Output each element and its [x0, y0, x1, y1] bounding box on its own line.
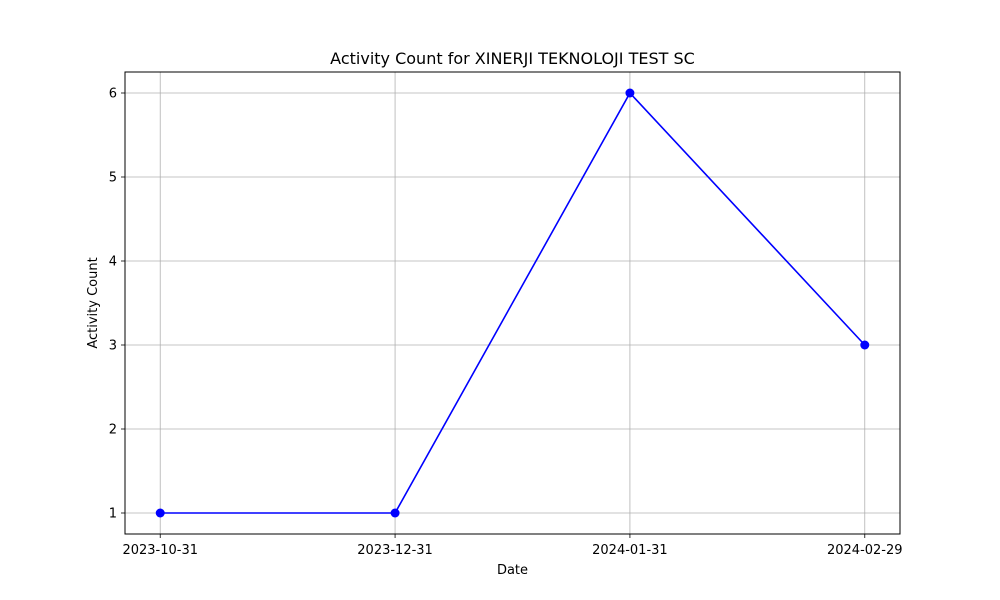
y-tick-label: 1 — [109, 507, 117, 522]
data-series — [155, 88, 870, 518]
plot-frame — [124, 71, 901, 535]
data-point — [390, 508, 400, 518]
data-point — [625, 88, 635, 98]
y-tick-label: 4 — [109, 255, 117, 270]
data-point — [860, 340, 870, 350]
x-tick-label: 2023-12-31 — [357, 543, 433, 558]
y-tick-label: 6 — [109, 87, 117, 102]
series-line — [160, 91, 866, 514]
y-tick-label: 3 — [109, 339, 117, 354]
y-tick-label: 5 — [109, 171, 117, 186]
x-tick-label: 2023-10-31 — [122, 543, 198, 558]
y-axis-label: Activity Count — [86, 257, 101, 348]
x-axis-label: Date — [497, 563, 528, 578]
axis-ticks: 2023-10-31 2023-12-31 2024-01-31 2024-02-29… — [109, 87, 903, 559]
x-tick-label: 2024-01-31 — [592, 543, 668, 558]
data-point — [155, 508, 165, 518]
y-tick-label: 2 — [109, 423, 117, 438]
x-tick-label: 2024-02-29 — [827, 543, 903, 558]
grid-lines — [125, 72, 900, 534]
chart-title: Activity Count for XINERJI TEKNOLOJI TES… — [330, 49, 695, 68]
